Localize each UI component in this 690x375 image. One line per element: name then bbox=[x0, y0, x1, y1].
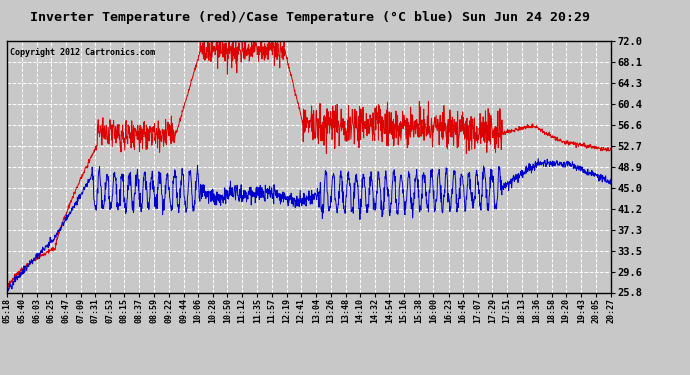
Text: Inverter Temperature (red)/Case Temperature (°C blue) Sun Jun 24 20:29: Inverter Temperature (red)/Case Temperat… bbox=[30, 11, 591, 24]
Text: Copyright 2012 Cartronics.com: Copyright 2012 Cartronics.com bbox=[10, 48, 155, 57]
